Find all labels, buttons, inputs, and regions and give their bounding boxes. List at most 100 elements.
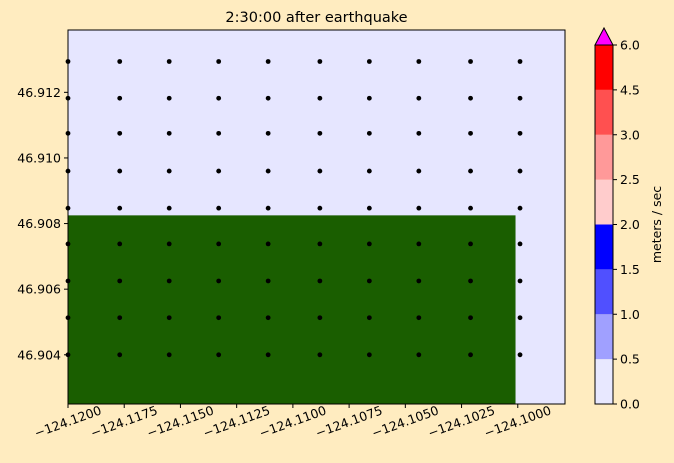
- grid-point: [517, 315, 523, 321]
- grid-point: [166, 95, 172, 101]
- grid-point: [517, 130, 523, 136]
- colorbar-segment: [595, 269, 613, 315]
- grid-point: [166, 278, 172, 284]
- colorbar-label: meters / sec: [649, 186, 664, 263]
- grid-point: [366, 278, 372, 284]
- grid-point: [317, 168, 323, 174]
- grid-point: [216, 352, 222, 358]
- grid-point: [265, 95, 271, 101]
- grid-point: [265, 59, 271, 64]
- grid-point: [265, 130, 271, 136]
- y-tick-label: 46.906: [17, 282, 61, 297]
- grid-point: [416, 130, 422, 136]
- y-tick-label: 46.904: [17, 347, 61, 362]
- grid-point: [517, 205, 523, 211]
- grid-point: [517, 59, 523, 64]
- grid-point: [166, 168, 172, 174]
- colorbar-tick-label: 4.5: [620, 82, 640, 97]
- grid-point: [216, 205, 222, 211]
- grid-point: [366, 130, 372, 136]
- colorbar-tick-label: 1.0: [620, 307, 640, 322]
- colorbar-tick-label: 3.0: [620, 127, 640, 142]
- grid-point: [216, 130, 222, 136]
- grid-point: [265, 352, 271, 358]
- grid-point: [416, 59, 422, 64]
- grid-point: [468, 168, 473, 174]
- chart-title: 2:30:00 after earthquake: [225, 10, 407, 26]
- grid-point: [366, 95, 372, 101]
- grid-point: [166, 59, 172, 64]
- colorbar-tick-label: 6.0: [620, 38, 640, 53]
- grid-point: [366, 205, 372, 211]
- grid-point: [216, 95, 222, 101]
- grid-point: [317, 59, 323, 64]
- grid-point: [317, 241, 323, 247]
- colorbar-segment: [595, 359, 613, 404]
- grid-point: [317, 205, 323, 211]
- grid-point: [117, 130, 123, 136]
- grid-point: [117, 241, 123, 247]
- grid-point: [416, 241, 422, 247]
- grid-point: [166, 315, 172, 321]
- grid-point: [117, 315, 123, 321]
- grid-point: [517, 352, 523, 358]
- grid-point: [317, 352, 323, 358]
- grid-point: [166, 352, 172, 358]
- grid-point: [517, 95, 523, 101]
- colorbar-segment: [595, 224, 613, 270]
- grid-point: [468, 205, 473, 211]
- grid-point: [317, 315, 323, 321]
- grid-point: [317, 278, 323, 284]
- grid-point: [468, 352, 473, 358]
- grid-point: [117, 95, 123, 101]
- grid-point: [416, 95, 422, 101]
- y-tick-label: 46.912: [17, 85, 61, 100]
- grid-point: [416, 168, 422, 174]
- y-tick-label: 46.910: [17, 150, 61, 165]
- grid-point: [216, 59, 222, 64]
- plot-frame: [67, 29, 566, 405]
- colorbar-tick-label: 1.5: [620, 262, 640, 277]
- colorbar-segment: [595, 134, 613, 180]
- grid-point: [166, 130, 172, 136]
- grid-point: [265, 205, 271, 211]
- grid-point: [117, 278, 123, 284]
- colorbar-tick-label: 2.0: [620, 217, 640, 232]
- grid-point: [517, 278, 523, 284]
- grid-point: [216, 278, 222, 284]
- grid-point: [265, 278, 271, 284]
- grid-point: [117, 59, 123, 64]
- grid-point: [366, 352, 372, 358]
- grid-point: [468, 95, 473, 101]
- grid-point: [468, 278, 473, 284]
- grid-point: [366, 59, 372, 64]
- grid-point: [517, 241, 523, 247]
- grid-point: [216, 315, 222, 321]
- grid-point: [416, 278, 422, 284]
- grid-point: [366, 168, 372, 174]
- grid-point: [468, 315, 473, 321]
- grid-point: [265, 241, 271, 247]
- grid-point: [317, 95, 323, 101]
- grid-point: [216, 168, 222, 174]
- colorbar-tick-label: 0.0: [620, 397, 640, 412]
- grid-point: [166, 205, 172, 211]
- y-tick-label: 46.908: [17, 216, 61, 231]
- grid-point: [416, 352, 422, 358]
- grid-point: [517, 168, 523, 174]
- grid-point: [166, 241, 172, 247]
- land: [68, 215, 516, 404]
- grid-point: [117, 352, 123, 358]
- grid-point: [416, 205, 422, 211]
- grid-point: [366, 315, 372, 321]
- colorbar-tick-label: 0.5: [620, 352, 640, 367]
- grid-point: [468, 59, 473, 64]
- colorbar-segment: [595, 179, 613, 225]
- grid-point: [117, 205, 123, 211]
- grid-point: [468, 130, 473, 136]
- grid-point: [468, 241, 473, 247]
- grid-point: [416, 315, 422, 321]
- grid-point: [117, 168, 123, 174]
- colorbar-segment: [595, 314, 613, 360]
